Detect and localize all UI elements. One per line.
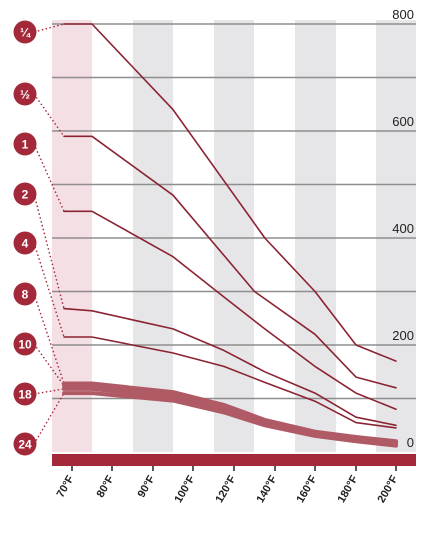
legend-badge	[13, 282, 37, 306]
series-line-2	[63, 307, 397, 427]
background-band	[295, 20, 336, 452]
series-line-¼	[63, 23, 397, 362]
legend-badge-label: 24	[18, 437, 32, 451]
legend-badge	[13, 132, 37, 156]
legend-badge	[13, 182, 37, 206]
legend-leader	[33, 343, 65, 387]
legend-badge-label: ½	[20, 87, 30, 101]
legend-badge	[13, 20, 37, 44]
series-line-½	[63, 135, 397, 389]
y-tick-label: 200	[392, 328, 414, 343]
base-bar-group	[52, 454, 416, 466]
legend-badge-label: 8	[22, 287, 29, 301]
y-tick-label: 600	[392, 114, 414, 129]
x-tick-label: 120°F	[213, 473, 238, 505]
legend-badge-label: 1	[22, 137, 29, 151]
legend-leader	[33, 93, 65, 137]
x-tick-label: 80°F	[95, 473, 117, 499]
legend-badge	[13, 432, 37, 456]
series-line-1	[63, 210, 397, 411]
background-band	[376, 20, 416, 452]
legend-badge-label: ¼	[20, 25, 31, 39]
x-tick-label: 180°F	[335, 473, 360, 505]
legend-badge	[13, 332, 37, 356]
gridlines	[52, 23, 416, 400]
x-tick-label: 140°F	[254, 473, 279, 505]
x-tick-label: 100°F	[172, 473, 197, 505]
legend-badge	[13, 231, 37, 255]
legend-badge	[13, 382, 37, 406]
series-line-4	[63, 336, 397, 429]
y-tick-label: 800	[392, 7, 414, 22]
legend-badge-label: 4	[22, 236, 29, 250]
background-bands	[52, 20, 416, 452]
x-tick-label: 160°F	[294, 473, 319, 505]
legend-badge	[13, 82, 37, 106]
legend-leader	[33, 143, 65, 212]
background-band	[133, 20, 173, 452]
x-axis-ticks: 70°F 80°F 90°F 100°F 120°F 140°F 160°F 180°F 200…	[55, 466, 401, 505]
series-line-18	[62, 386, 398, 446]
background-band	[52, 20, 92, 452]
legend-leader	[33, 392, 65, 445]
series-line-24	[62, 391, 398, 448]
base-bar	[52, 454, 416, 466]
legend-leader	[33, 388, 65, 395]
x-tick-label: 200°F	[375, 473, 400, 505]
y-tick-label: 400	[392, 221, 414, 236]
legend-leader	[33, 242, 65, 338]
y-tick-label: 0	[407, 435, 414, 450]
y-axis-ticks: 0 200 400 600 800	[392, 7, 414, 450]
background-band	[214, 20, 254, 452]
legend-leaders	[33, 23, 65, 445]
series-lines	[62, 23, 398, 448]
legend-badge-label: 10	[18, 337, 32, 351]
legend-badge-label: 2	[22, 187, 29, 201]
x-tick-label: 70°F	[55, 473, 77, 499]
x-tick-label: 90°F	[136, 473, 158, 499]
legend-leader	[33, 23, 65, 33]
legend-badge-label: 18	[18, 387, 32, 401]
